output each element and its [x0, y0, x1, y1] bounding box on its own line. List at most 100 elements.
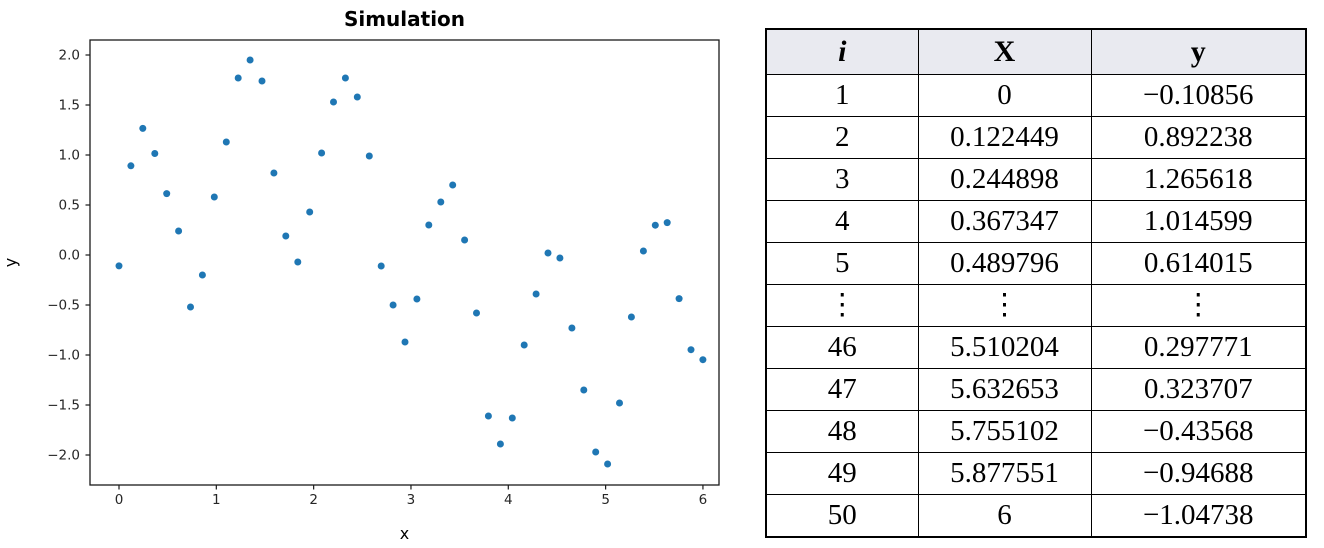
table-cell: 3	[765, 158, 919, 201]
data-point	[258, 77, 266, 85]
data-point	[210, 193, 218, 201]
data-point	[234, 74, 242, 82]
table-row: 47 5.632653 0.323707	[765, 368, 1307, 411]
data-point	[413, 295, 421, 303]
y-tick-label: 2.0	[59, 48, 80, 64]
table-cell: 48	[765, 410, 919, 453]
x-tick-label: 0	[115, 492, 124, 508]
table-cell: 0.122449	[917, 116, 1092, 159]
data-point	[508, 414, 516, 422]
data-point	[389, 301, 397, 309]
table-cell: 4	[765, 200, 919, 243]
table-row: 48 5.755102 −0.43568	[765, 410, 1307, 453]
data-point	[139, 124, 147, 132]
table-cell: 5.510204	[917, 326, 1092, 369]
table-row: 1 0 −0.10856	[765, 74, 1307, 117]
data-point	[127, 162, 135, 170]
table-cell: ⋮	[1090, 284, 1307, 327]
table-row: 46 5.510204 0.297771	[765, 326, 1307, 369]
x-tick-label: 5	[601, 492, 610, 508]
data-point	[568, 324, 576, 332]
data-point	[377, 262, 385, 270]
plot-frame	[89, 39, 720, 486]
y-tick-label: −1.0	[47, 348, 80, 364]
data-point	[437, 198, 445, 206]
data-point	[520, 341, 528, 349]
data-point	[401, 338, 409, 346]
data-point	[544, 249, 552, 257]
data-point	[115, 262, 123, 270]
data-point	[175, 227, 183, 235]
chart-title: Simulation	[344, 7, 465, 31]
column-header-y: y	[1090, 28, 1307, 75]
data-point	[246, 56, 254, 64]
table-cell: 5.877551	[917, 452, 1092, 495]
table-cell: 0.892238	[1090, 116, 1307, 159]
table-cell: −0.94688	[1090, 452, 1307, 495]
table-cell: 0.244898	[917, 158, 1092, 201]
data-point	[639, 247, 647, 255]
table-cell: ⋮	[765, 284, 919, 327]
table-row: 4 0.367347 1.014599	[765, 200, 1307, 243]
data-point	[318, 149, 326, 157]
y-tick-label: 1.5	[59, 98, 80, 114]
data-point	[365, 152, 373, 160]
table-row: 2 0.122449 0.892238	[765, 116, 1307, 159]
data-point	[222, 138, 230, 146]
x-tick-label: 6	[699, 492, 708, 508]
table-cell: 0	[917, 74, 1092, 117]
table-cell: 47	[765, 368, 919, 411]
data-point	[616, 399, 623, 407]
table-row: 49 5.877551 −0.94688	[765, 452, 1307, 495]
data-point	[306, 208, 314, 216]
table-cell: 0.614015	[1090, 242, 1307, 285]
table-cell: −0.43568	[1090, 410, 1307, 453]
table-row: 3 0.244898 1.265618	[765, 158, 1307, 201]
data-point	[484, 412, 492, 420]
data-point	[473, 309, 480, 317]
data-point	[282, 232, 290, 240]
data-point	[496, 440, 504, 448]
data-point	[425, 221, 433, 229]
table-cell: 1	[765, 74, 919, 117]
table-cell: −0.10856	[1090, 74, 1307, 117]
table-cell: 5.755102	[917, 410, 1092, 453]
data-point	[449, 181, 457, 189]
table-cell: 5	[765, 242, 919, 285]
table-cell: 6	[917, 494, 1092, 538]
table-row: 5 0.489796 0.614015	[765, 242, 1307, 285]
data-point	[270, 169, 278, 177]
x-tick-label: 2	[309, 492, 318, 508]
y-tick-label: 1.0	[59, 148, 80, 164]
data-point	[699, 356, 707, 364]
data-table-body: 1 0 −0.10856 2 0.122449 0.892238 3 0.244898 1.26…	[765, 74, 1307, 538]
table-cell: 49	[765, 452, 919, 495]
data-point	[187, 303, 194, 311]
y-axis-label: y	[1, 258, 20, 267]
data-point	[627, 313, 635, 321]
table-row: ⋮ ⋮ ⋮	[765, 284, 1307, 327]
data-point	[532, 290, 540, 298]
table-cell: 0.489796	[917, 242, 1092, 285]
table-cell: 0.297771	[1090, 326, 1307, 369]
column-header-i: i	[765, 28, 919, 75]
x-axis-label: x	[400, 524, 409, 543]
y-tick-label: −1.5	[47, 398, 80, 414]
data-point	[330, 98, 337, 106]
data-point	[198, 271, 206, 279]
data-point	[341, 74, 349, 82]
y-tick-label: −0.5	[47, 298, 80, 314]
table-cell: 1.265618	[1090, 158, 1307, 201]
data-point	[163, 190, 171, 198]
table-cell: ⋮	[917, 284, 1092, 327]
table-cell: 50	[765, 494, 919, 538]
data-point	[675, 295, 683, 303]
data-point	[651, 221, 659, 229]
table-cell: 0.323707	[1090, 368, 1307, 411]
y-tick-label: 0.5	[59, 198, 80, 214]
data-point	[580, 386, 588, 394]
table-cell: 0.367347	[917, 200, 1092, 243]
table-cell: −1.04738	[1090, 494, 1307, 538]
data-point	[604, 460, 612, 468]
